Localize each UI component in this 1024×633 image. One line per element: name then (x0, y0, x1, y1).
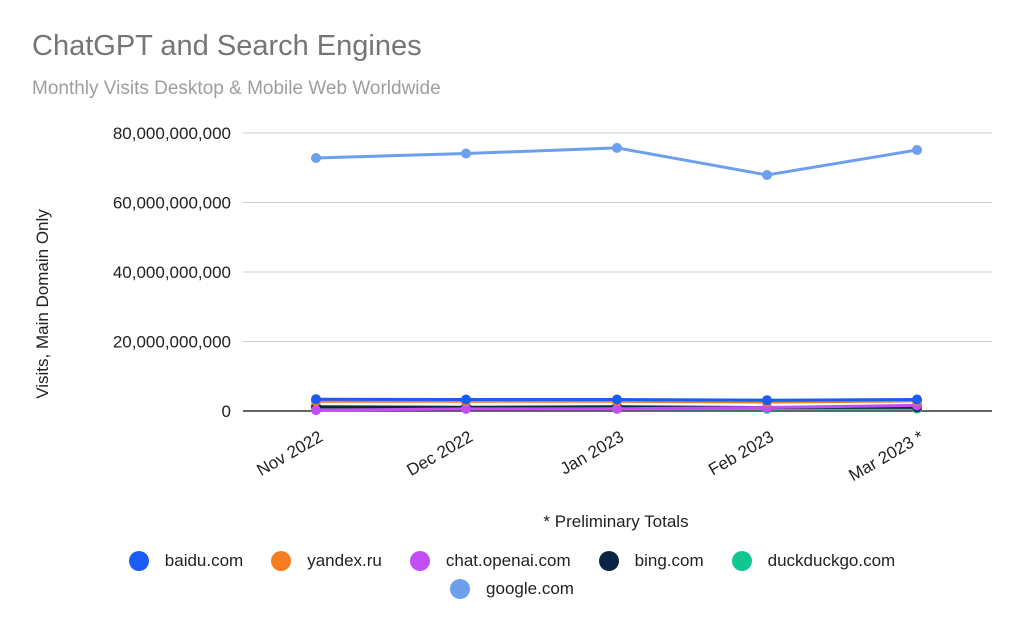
legend-item-duckduckgo-com[interactable]: duckduckgo.com (731, 550, 896, 572)
x-axis-ticks: Nov 2022 Dec 2022 Jan 2023 Feb 2023 Mar 2023… (253, 427, 927, 485)
data-point[interactable] (461, 403, 471, 414)
y-tick-label: 80,000,000,000 (113, 124, 231, 143)
legend-label: bing.com (634, 551, 704, 570)
data-point[interactable] (912, 394, 922, 405)
data-point[interactable] (762, 395, 772, 406)
legend-item-google-com[interactable]: google.com (450, 578, 574, 600)
legend: baidu.com yandex.ru chat.openai.com bing.co… (0, 550, 1024, 600)
legend-dot-icon (409, 551, 430, 571)
data-point[interactable] (311, 405, 321, 416)
y-axis-label: Visits, Main Domain Only (33, 209, 52, 399)
x-tick-label: Jan 2023 (557, 427, 627, 478)
y-tick-label: 40,000,000,000 (113, 263, 231, 282)
chart-subtitle: Monthly Visits Desktop & Mobile Web Worl… (32, 78, 441, 99)
legend-label: duckduckgo.com (767, 551, 896, 570)
legend-label: baidu.com (164, 551, 244, 570)
legend-item-baidu-com[interactable]: baidu.com (128, 550, 244, 572)
data-point[interactable] (912, 145, 922, 155)
x-tick-label: Nov 2022 (253, 427, 326, 480)
data-point[interactable] (612, 403, 622, 414)
data-point[interactable] (762, 170, 772, 180)
legend-item-yandex-ru[interactable]: yandex.ru (271, 550, 382, 572)
data-point[interactable] (461, 148, 471, 159)
legend-item-chat-openai-com[interactable]: chat.openai.com (409, 550, 571, 572)
data-point[interactable] (461, 394, 471, 405)
legend-dot-icon (128, 551, 149, 571)
data-point[interactable] (612, 394, 622, 405)
gridlines (243, 132, 992, 412)
y-tick-label: 60,000,000,000 (113, 194, 231, 213)
legend-item-bing-com[interactable]: bing.com (598, 550, 704, 572)
data-point[interactable] (612, 142, 622, 153)
y-tick-label: 20,000,000,000 (113, 333, 231, 352)
legend-dot-icon (598, 551, 619, 571)
chart-title: ChatGPT and Search Engines (32, 30, 422, 62)
legend-label: chat.openai.com (445, 551, 571, 570)
x-tick-label: Dec 2022 (403, 427, 476, 480)
y-tick-label: 0 (222, 402, 231, 421)
x-tick-label: Feb 2023 (705, 427, 777, 479)
legend-dot-icon (450, 579, 471, 599)
x-tick-label: Mar 2023 * (845, 427, 927, 485)
series-google-com (311, 142, 922, 180)
footnote: * Preliminary Totals (543, 512, 689, 531)
data-point[interactable] (311, 153, 321, 163)
series-lines (311, 142, 922, 416)
y-axis-ticks: 0 20,000,000,000 40,000,000,000 60,000,000,… (113, 124, 231, 421)
legend-dot-icon (731, 551, 752, 571)
data-point[interactable] (311, 394, 321, 405)
legend-dot-icon (271, 551, 292, 571)
series-baidu-com (311, 394, 922, 406)
legend-label: yandex.ru (307, 551, 382, 570)
legend-label: google.com (486, 579, 574, 598)
